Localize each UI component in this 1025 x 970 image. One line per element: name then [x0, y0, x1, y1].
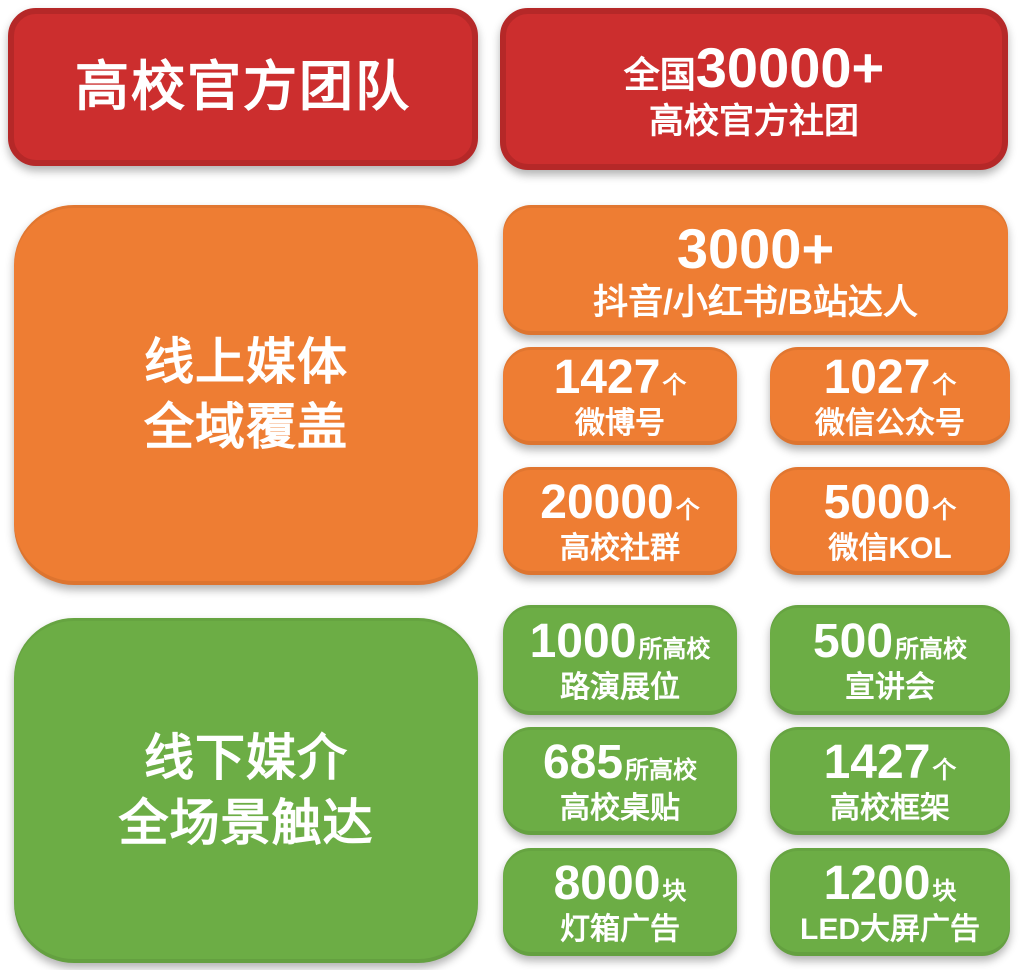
offline-title-line2: 全场景触达: [118, 794, 374, 851]
stat-value: 20000: [540, 476, 674, 530]
stat-line: 1000 所高校: [530, 614, 711, 669]
stat-label: 高校桌贴: [560, 792, 680, 826]
stat-card-lightbox-ads: 8000 块 灯箱广告: [503, 848, 737, 956]
stat-line: 5000 个: [824, 475, 957, 530]
stat-value: 3000+: [676, 216, 835, 280]
stat-label: 微博号: [575, 407, 665, 441]
stat-line: 8000 块: [554, 856, 687, 911]
stat-line: 1200 块: [824, 856, 957, 911]
stat-unit: 个: [932, 757, 957, 785]
stat-card-wechat-official: 1027 个 微信公众号: [770, 347, 1010, 445]
stat-card-influencers: 3000+ 抖音/小红书/B站达人: [503, 205, 1008, 335]
stat-card-led-screen-ads: 1200 块 LED大屏广告: [770, 848, 1010, 956]
stat-label: 路演展位: [560, 671, 680, 705]
stat-label: 微信公众号: [815, 407, 965, 441]
stat-unit: 块: [932, 878, 957, 906]
stat-value: 1427: [823, 736, 931, 790]
team-stat-line: 全国 30000+: [624, 36, 884, 100]
stat-value: 8000: [553, 857, 661, 911]
stat-unit: 所高校: [895, 636, 968, 664]
team-stat-card: 全国 30000+ 高校官方社团: [500, 8, 1008, 170]
team-stat-label: 高校官方社团: [648, 102, 859, 142]
stat-label: 灯箱广告: [560, 913, 680, 947]
stat-value: 1027: [823, 351, 931, 405]
offline-section-title-card: 线下媒介 全场景触达: [14, 618, 478, 963]
stat-unit: 个: [662, 372, 687, 400]
stat-label: 高校框架: [830, 792, 950, 826]
team-title-card: 高校官方团队: [8, 8, 478, 166]
online-section-title-card: 线上媒体 全域覆盖: [14, 205, 478, 585]
stat-line: 500 所高校: [813, 614, 967, 669]
team-title: 高校官方团队: [75, 56, 411, 117]
stat-value: 1200: [823, 857, 931, 911]
stat-label: LED大屏广告: [800, 913, 980, 947]
stat-line: 1427 个: [554, 350, 687, 405]
stat-value: 500: [812, 615, 894, 669]
stat-unit: 个: [932, 372, 957, 400]
team-stat-prefix: 全国: [623, 53, 696, 95]
stat-label: 宣讲会: [845, 671, 935, 705]
stat-value: 1427: [553, 351, 661, 405]
stat-card-campus-groups: 20000 个 高校社群: [503, 467, 737, 575]
stat-card-campus-frames: 1427 个 高校框架: [770, 727, 1010, 835]
stat-card-info-sessions: 500 所高校 宣讲会: [770, 605, 1010, 715]
stat-card-desk-stickers: 685 所高校 高校桌贴: [503, 727, 737, 835]
online-title-line1: 线上媒体: [144, 334, 348, 390]
stat-unit: 所高校: [638, 636, 711, 664]
stat-line: 1027 个: [824, 350, 957, 405]
stat-line: 685 所高校: [543, 735, 697, 790]
stat-label: 抖音/小红书/B站达人: [593, 283, 918, 323]
team-stat-value: 30000+: [695, 35, 885, 99]
stat-card-wechat-kol: 5000 个 微信KOL: [770, 467, 1010, 575]
stat-line: 1427 个: [824, 735, 957, 790]
online-title-line2: 全域覆盖: [144, 399, 348, 455]
stat-label: 高校社群: [560, 532, 680, 566]
stat-line: 20000 个: [540, 475, 699, 530]
stat-value: 1000: [529, 615, 637, 669]
stat-unit: 个: [932, 497, 957, 525]
stat-label: 微信KOL: [828, 532, 952, 566]
stat-value: 685: [542, 736, 624, 790]
stat-unit: 所高校: [625, 757, 698, 785]
stat-card-weibo: 1427 个 微博号: [503, 347, 737, 445]
offline-title-line1: 线下媒介: [144, 729, 348, 786]
stat-value: 5000: [823, 476, 931, 530]
stat-unit: 块: [662, 878, 687, 906]
stat-unit: 个: [675, 497, 700, 525]
stat-card-roadshow-booths: 1000 所高校 路演展位: [503, 605, 737, 715]
